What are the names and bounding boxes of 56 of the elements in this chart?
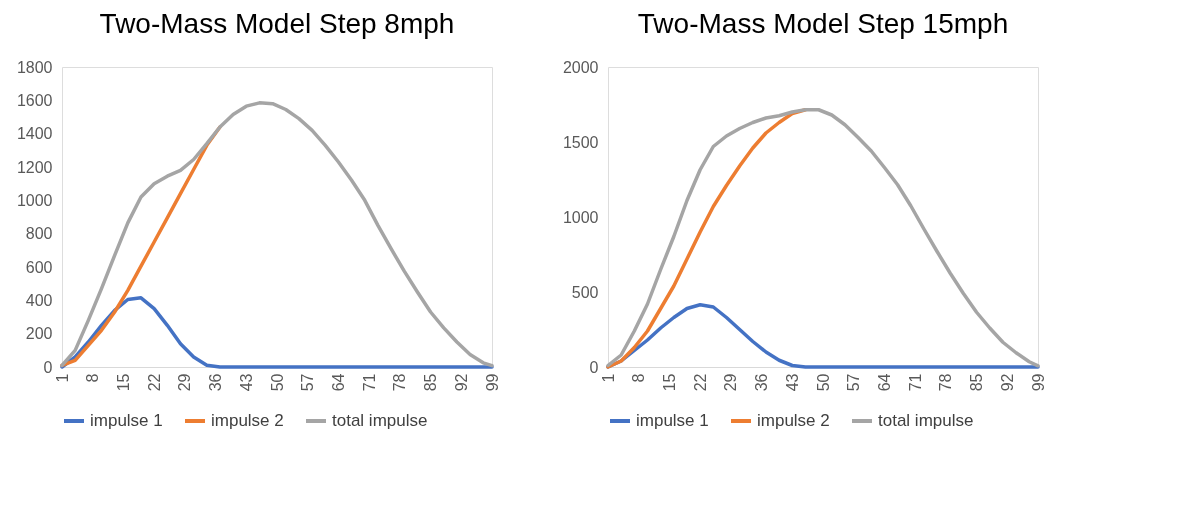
x-tick-label: 50: [814, 373, 832, 392]
y-tick-label: 1600: [16, 91, 53, 109]
chart-title: Two-Mass Model Step 8mph: [99, 8, 455, 39]
x-tick-label: 43: [783, 373, 801, 392]
x-tick-label: 29: [176, 373, 194, 392]
x-tick-label: 15: [114, 373, 132, 392]
legend-label: impulse 1: [636, 411, 709, 430]
x-tick-label: 92: [452, 373, 470, 392]
y-tick-label: 1000: [562, 208, 599, 226]
chart-title: Two-Mass Model Step 15mph: [637, 8, 1009, 39]
x-tick-label: 15: [660, 373, 678, 392]
x-tick-label: 1: [599, 373, 617, 383]
y-tick-label: 1400: [16, 125, 53, 143]
x-tick-label: 43: [237, 373, 255, 392]
legend-label: impulse 2: [211, 411, 284, 430]
x-tick-label: 8: [630, 373, 648, 383]
x-tick-label: 85: [422, 373, 440, 392]
y-tick-label: 400: [25, 291, 53, 309]
x-tick-label: 36: [207, 373, 225, 392]
y-tick-label: 600: [25, 258, 53, 276]
y-tick-label: 2000: [562, 58, 599, 76]
y-tick-label: 800: [25, 225, 53, 243]
x-tick-label: 22: [691, 373, 709, 392]
x-tick-label: 64: [875, 373, 893, 392]
y-tick-label: 0: [589, 358, 599, 376]
legend-label: impulse 1: [90, 411, 163, 430]
y-tick-label: 200: [25, 325, 53, 343]
x-tick-label: 99: [1029, 373, 1047, 392]
x-tick-label: 99: [483, 373, 501, 392]
x-tick-label: 8: [84, 373, 102, 383]
x-tick-label: 85: [968, 373, 986, 392]
legend-label: total impulse: [878, 411, 974, 430]
x-tick-label: 78: [391, 373, 409, 392]
y-tick-label: 1200: [16, 158, 53, 176]
y-tick-label: 0: [43, 358, 53, 376]
x-tick-label: 92: [998, 373, 1016, 392]
x-tick-label: 1: [53, 373, 71, 383]
x-tick-label: 22: [145, 373, 163, 392]
x-tick-label: 78: [937, 373, 955, 392]
line-series: [60, 101, 494, 368]
x-tick-label: 57: [845, 373, 863, 392]
y-tick-label: 1800: [16, 58, 53, 76]
legend-label: impulse 2: [757, 411, 830, 430]
y-tick-label: 1500: [562, 133, 599, 151]
legend-label: total impulse: [332, 411, 428, 430]
line-series: [60, 296, 494, 369]
x-tick-label: 71: [360, 373, 378, 392]
y-tick-label: 500: [571, 283, 599, 301]
x-tick-label: 64: [329, 373, 347, 392]
x-tick-label: 36: [753, 373, 771, 392]
line-series: [606, 108, 1040, 368]
x-tick-label: 57: [299, 373, 317, 392]
x-tick-label: 50: [268, 373, 286, 392]
y-tick-label: 1000: [16, 191, 53, 209]
x-tick-label: 71: [906, 373, 924, 392]
x-tick-label: 29: [722, 373, 740, 392]
